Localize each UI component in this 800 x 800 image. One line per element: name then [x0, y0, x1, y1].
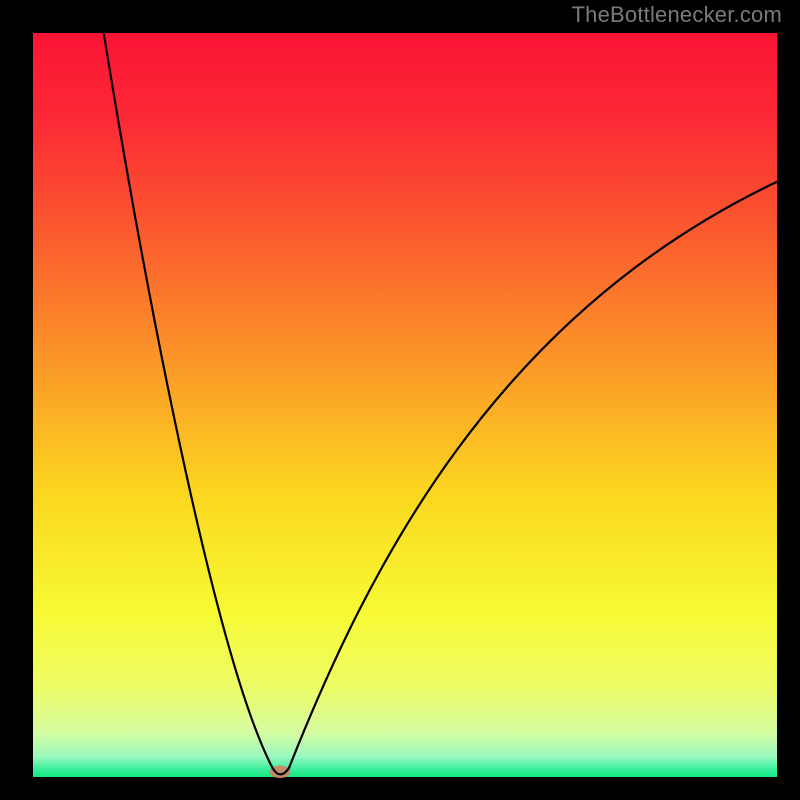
- figure-container: TheBottlenecker.com: [0, 0, 800, 800]
- bottleneck-chart: [0, 0, 800, 800]
- watermark-text: TheBottlenecker.com: [572, 2, 782, 28]
- plot-background-gradient: [33, 33, 777, 777]
